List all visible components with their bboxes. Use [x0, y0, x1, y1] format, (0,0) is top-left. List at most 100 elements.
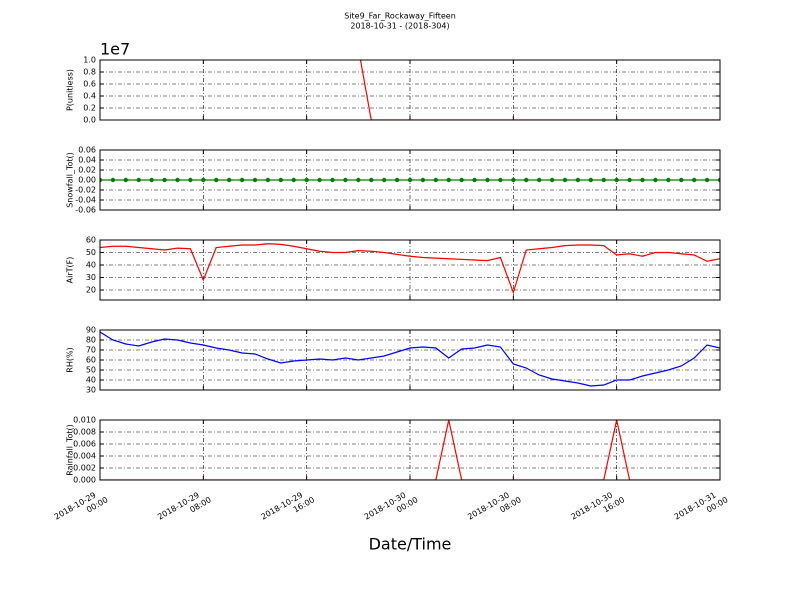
- y-tick-label: 0.0: [83, 116, 96, 125]
- y-tick-label: 0.004: [73, 452, 96, 461]
- y-tick-label: 0.2: [83, 104, 96, 113]
- y-tick-label: 0.8: [83, 68, 96, 77]
- marker: [420, 177, 426, 183]
- y-tick-label: 40: [86, 261, 96, 270]
- plot-area: [100, 331, 720, 387]
- x-axis-label: Date/Time: [369, 535, 452, 554]
- marker: [214, 177, 219, 183]
- marker: [588, 177, 594, 183]
- y-tick-label: 40: [86, 376, 96, 385]
- marker: [562, 177, 568, 183]
- y-tick-label: 0.006: [73, 440, 96, 449]
- y-tick-label: -0.02: [75, 186, 96, 195]
- y-tick-label: 0.02: [78, 166, 96, 175]
- marker: [188, 177, 193, 183]
- marker: [640, 177, 645, 183]
- marker: [317, 177, 322, 183]
- plot-area: [100, 243, 720, 295]
- y-tick-label: 60: [86, 236, 96, 245]
- y-axis-label: RH(%): [66, 347, 75, 372]
- marker: [536, 177, 542, 183]
- axes-frame: [99, 419, 721, 481]
- marker: [472, 177, 477, 183]
- marker: [343, 177, 348, 183]
- marker: [614, 177, 619, 183]
- marker: [459, 177, 464, 183]
- marker: [175, 177, 180, 183]
- y-axis-label: Rainfall_Tot(): [66, 424, 75, 476]
- y-tick-label: 0.000: [73, 476, 96, 485]
- marker: [226, 177, 232, 183]
- marker: [601, 177, 606, 183]
- marker: [381, 177, 387, 183]
- marker: [369, 177, 374, 183]
- marker: [407, 177, 413, 183]
- marker: [252, 177, 258, 183]
- marker: [149, 177, 154, 183]
- y-tick-label: 0.6: [83, 80, 96, 89]
- line: [100, 331, 720, 387]
- y-tick-label: 50: [86, 248, 96, 257]
- chart-subtitle: 2018-10-31 - (2018-304): [350, 22, 449, 31]
- marker: [100, 177, 103, 183]
- marker: [691, 177, 697, 183]
- marker: [110, 177, 116, 183]
- marker: [549, 177, 555, 183]
- axes-frame: [99, 59, 721, 121]
- y-tick-label: 30: [86, 386, 96, 395]
- marker: [291, 177, 296, 183]
- marker: [717, 177, 720, 183]
- y-axis-label: Snowfall_Tot(): [66, 152, 75, 208]
- marker: [446, 177, 451, 183]
- y-tick-label: -0.06: [75, 206, 96, 215]
- marker: [524, 177, 529, 183]
- axes-frame: [99, 329, 721, 391]
- marker: [278, 177, 284, 183]
- line: [100, 243, 720, 295]
- y-tick-label: 0.04: [78, 156, 96, 165]
- marker: [356, 177, 361, 183]
- marker: [511, 177, 516, 183]
- marker: [162, 177, 167, 183]
- y-tick-label: 0.06: [78, 146, 96, 155]
- y-tick-label: 20: [86, 286, 96, 295]
- y-tick-label: 30: [86, 273, 96, 282]
- y-tick-label: 0.010: [73, 416, 96, 425]
- marker: [136, 177, 141, 183]
- y-tick-label: 90: [86, 326, 96, 335]
- marker: [498, 177, 503, 183]
- y-axis-label: AirT(F): [66, 257, 75, 284]
- marker: [485, 177, 490, 183]
- y-axis-label: P(unitless): [66, 69, 75, 111]
- y-tick-label: 1.0: [83, 56, 96, 65]
- y-tick-label: 0.002: [73, 464, 96, 473]
- marker: [394, 177, 400, 183]
- y-tick-label: 0.4: [83, 92, 96, 101]
- marker: [666, 177, 671, 183]
- marker: [304, 177, 309, 183]
- y-tick-label: -0.04: [75, 196, 96, 205]
- y-tick-label: 0.008: [73, 428, 96, 437]
- axes-frame: [99, 239, 721, 301]
- plot-area: [100, 177, 720, 183]
- marker: [575, 177, 581, 183]
- marker: [239, 177, 245, 183]
- marker: [704, 177, 710, 183]
- marker: [433, 177, 439, 183]
- y-tick-label: 50: [86, 366, 96, 375]
- marker: [627, 177, 632, 183]
- y-tick-label: 0.00: [78, 176, 96, 185]
- y-tick-label: 70: [86, 346, 96, 355]
- marker: [265, 177, 271, 183]
- marker: [653, 177, 658, 183]
- marker: [330, 177, 335, 183]
- offset-label: 1e7: [100, 40, 130, 59]
- marker: [679, 177, 684, 183]
- marker: [201, 177, 206, 183]
- marker: [123, 177, 129, 183]
- y-tick-label: 80: [86, 336, 96, 345]
- y-tick-label: 60: [86, 356, 96, 365]
- chart-title: Site9_Far_Rockaway_Fifteen: [344, 12, 456, 21]
- axes-frame: [99, 149, 721, 211]
